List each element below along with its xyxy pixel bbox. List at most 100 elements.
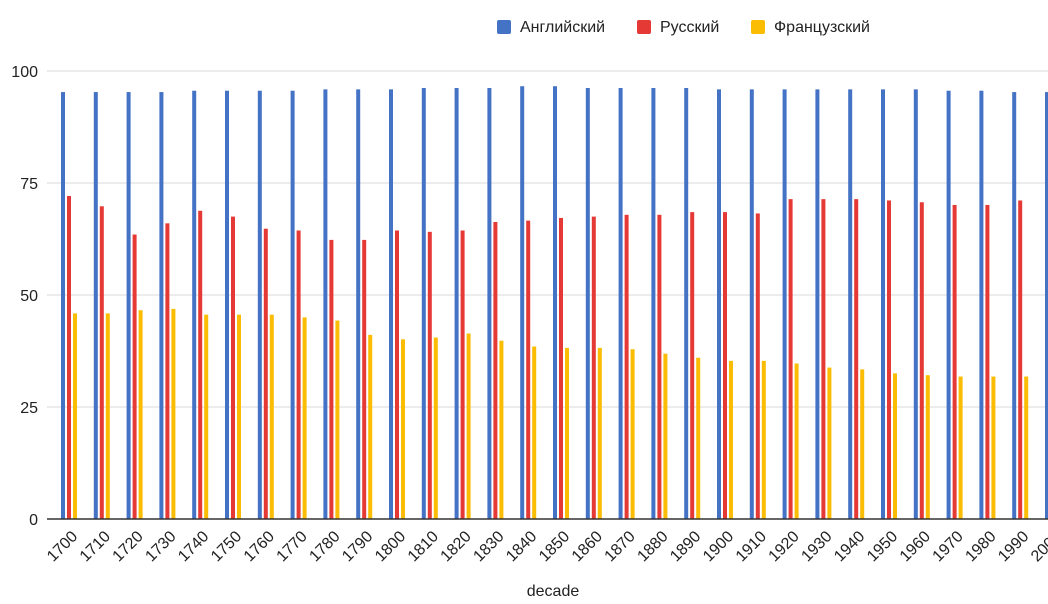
bar: [73, 313, 77, 519]
x-tick-label: 1850: [536, 528, 573, 565]
x-tick-label: 2000: [1028, 528, 1048, 565]
bar: [368, 334, 373, 519]
x-tick-label: 1830: [470, 528, 507, 565]
bar: [356, 89, 361, 520]
bar: [991, 376, 996, 519]
bar: [559, 217, 563, 519]
x-tick-label: 1930: [798, 528, 835, 565]
bar: [794, 363, 799, 519]
x-tick-label: 1790: [339, 528, 376, 565]
x-tick-label: 1880: [634, 528, 671, 565]
bar: [493, 221, 498, 520]
x-tick-label: 1800: [372, 528, 409, 565]
bar: [204, 314, 209, 519]
bar: [99, 206, 104, 520]
bar: [126, 92, 131, 519]
bar: [198, 210, 203, 519]
x-tick-label: 1710: [77, 528, 114, 565]
y-tick-label: 50: [20, 288, 38, 305]
bar: [591, 216, 596, 519]
legend-label: Английский: [520, 19, 605, 36]
bar: [290, 90, 295, 520]
bar: [237, 314, 241, 519]
bar: [460, 230, 465, 520]
bar: [553, 86, 557, 519]
bar: [499, 340, 504, 519]
bar: [893, 373, 897, 519]
bar: [269, 314, 274, 519]
bar: [788, 199, 793, 519]
bar: [690, 212, 695, 519]
bar: [684, 88, 689, 520]
bar: [860, 369, 865, 519]
x-tick-label: 1910: [733, 528, 770, 565]
bar: [1045, 92, 1048, 519]
x-tick-label: 1860: [569, 528, 606, 565]
bars: [61, 86, 1048, 520]
bar: [755, 213, 760, 519]
legend-swatch: [637, 20, 651, 34]
x-tick-label: 1820: [438, 528, 475, 565]
x-tick-label: 1870: [602, 528, 639, 565]
bar: [159, 92, 164, 519]
x-tick-label: 1760: [241, 528, 278, 565]
bar: [296, 230, 301, 520]
bar: [696, 357, 701, 519]
bar: [389, 89, 393, 520]
bar: [395, 230, 399, 520]
bar: [597, 347, 602, 519]
bar: [657, 214, 662, 519]
bar: [723, 212, 727, 519]
bar: [946, 90, 951, 520]
bar: [335, 320, 340, 519]
x-tick-label: 1950: [864, 528, 901, 565]
legend-label: Русский: [660, 19, 719, 36]
bar: [165, 223, 170, 519]
bar: [1018, 200, 1023, 519]
bar: [532, 346, 537, 519]
bar: [225, 90, 229, 520]
x-tick-label: 1730: [142, 528, 179, 565]
x-tick-label: 1810: [405, 528, 442, 565]
legend-swatch: [751, 20, 765, 34]
x-tick-label: 1750: [208, 528, 245, 565]
bar: [848, 89, 853, 520]
bar: [138, 310, 143, 519]
bar: [887, 200, 891, 519]
bar: [565, 347, 569, 519]
bar: [171, 308, 176, 519]
bar: [663, 353, 668, 519]
bar: [979, 90, 984, 520]
bar: [487, 88, 492, 520]
bar: [761, 360, 766, 519]
bar: [421, 88, 426, 520]
bar: [427, 231, 432, 519]
bar: [624, 214, 629, 519]
bar: [520, 86, 525, 519]
bar: [1012, 92, 1017, 519]
bar: [192, 90, 197, 520]
x-tick-label: 1960: [897, 528, 934, 565]
bar: [526, 220, 531, 519]
y-tick-label: 100: [11, 64, 38, 81]
bar: [618, 88, 623, 520]
y-tick-label: 25: [20, 400, 38, 417]
bar: [782, 89, 787, 520]
bar: [302, 317, 307, 519]
legend-label: Французский: [774, 19, 870, 36]
bar: [231, 216, 235, 519]
bar: [132, 234, 137, 519]
bar: [651, 88, 656, 520]
bar: [717, 89, 721, 520]
x-tick-label: 1780: [306, 528, 343, 565]
bar: [466, 333, 471, 519]
bar: [821, 199, 826, 519]
bar: [454, 88, 459, 520]
x-axis-title: decade: [527, 583, 580, 599]
bar: [105, 313, 110, 519]
x-tick-label: 1970: [930, 528, 967, 565]
bar: [257, 90, 262, 520]
bar: [1024, 376, 1029, 519]
bar: [630, 349, 635, 519]
x-tick-label: 1770: [274, 528, 311, 565]
